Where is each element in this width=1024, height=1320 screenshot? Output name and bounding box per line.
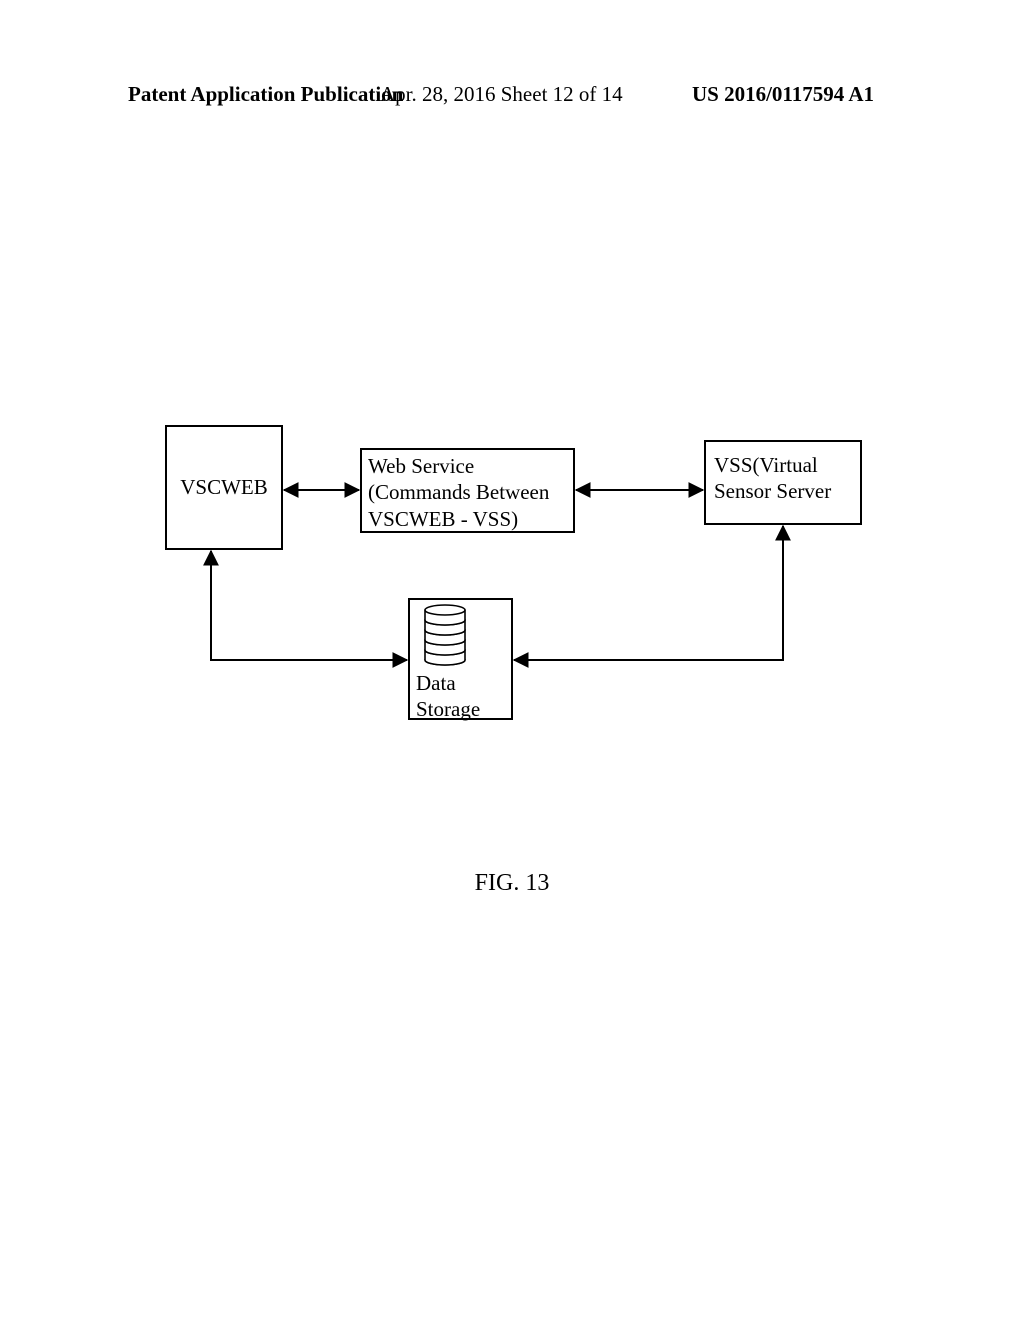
node-vss-line2: Sensor Server [714,478,852,504]
header-publication-label: Patent Application Publication [128,82,403,107]
node-vscweb: VSCWEB [165,425,283,550]
database-stack-icon [420,604,470,666]
node-webservice-line3: VSCWEB - VSS) [368,506,567,532]
header-document-number: US 2016/0117594 A1 [692,82,874,107]
node-vss-line1: VSS(Virtual [714,452,852,478]
edge-vscweb-datastorage [211,551,407,660]
page: Patent Application Publication Apr. 28, … [0,0,1024,1320]
node-datastorage-line2: Storage [416,696,505,722]
edge-vss-datastorage [514,526,783,660]
node-webservice-line1: Web Service [368,453,567,479]
node-datastorage: Data Storage [408,598,513,720]
node-vscweb-label: VSCWEB [180,474,268,500]
node-vss: VSS(Virtual Sensor Server [704,440,862,525]
node-datastorage-line1: Data [416,670,505,696]
node-webservice-line2: (Commands Between [368,479,567,505]
header-date-sheet: Apr. 28, 2016 Sheet 12 of 14 [380,82,623,107]
figure-caption: FIG. 13 [0,870,1024,897]
node-webservice: Web Service (Commands Between VSCWEB - V… [360,448,575,533]
